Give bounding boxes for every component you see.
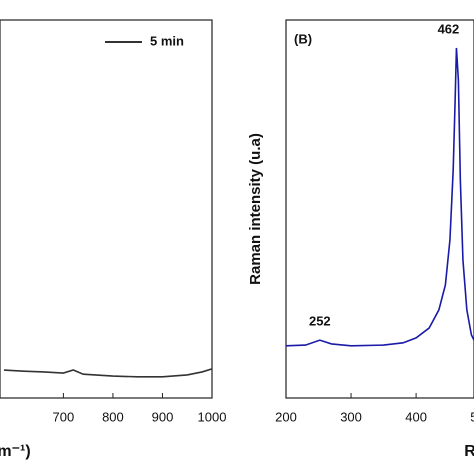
x-tick-label: 800 xyxy=(102,409,124,424)
x-axis-label: m⁻¹) xyxy=(0,443,31,460)
x-tick-label: 1000 xyxy=(198,409,227,424)
x-tick-label: 400 xyxy=(405,409,427,424)
x-tick-label: 300 xyxy=(340,409,362,424)
annotation: 462 xyxy=(438,21,460,36)
x-tick-label: 500 xyxy=(470,409,474,424)
plot-frame xyxy=(0,19,213,399)
x-tick-label: 900 xyxy=(152,409,174,424)
x-tick-label: 200 xyxy=(275,409,297,424)
panel-label: (B) xyxy=(294,31,312,46)
x-axis-label: R xyxy=(464,443,474,460)
legend-label: 5 min xyxy=(150,33,184,48)
plot-frame xyxy=(285,19,474,399)
x-tick-label: 700 xyxy=(53,409,75,424)
y-axis-label: Raman intensity (u.a) xyxy=(247,133,264,285)
data-line xyxy=(285,47,474,347)
data-line xyxy=(3,368,213,378)
annotation: 252 xyxy=(309,314,331,329)
